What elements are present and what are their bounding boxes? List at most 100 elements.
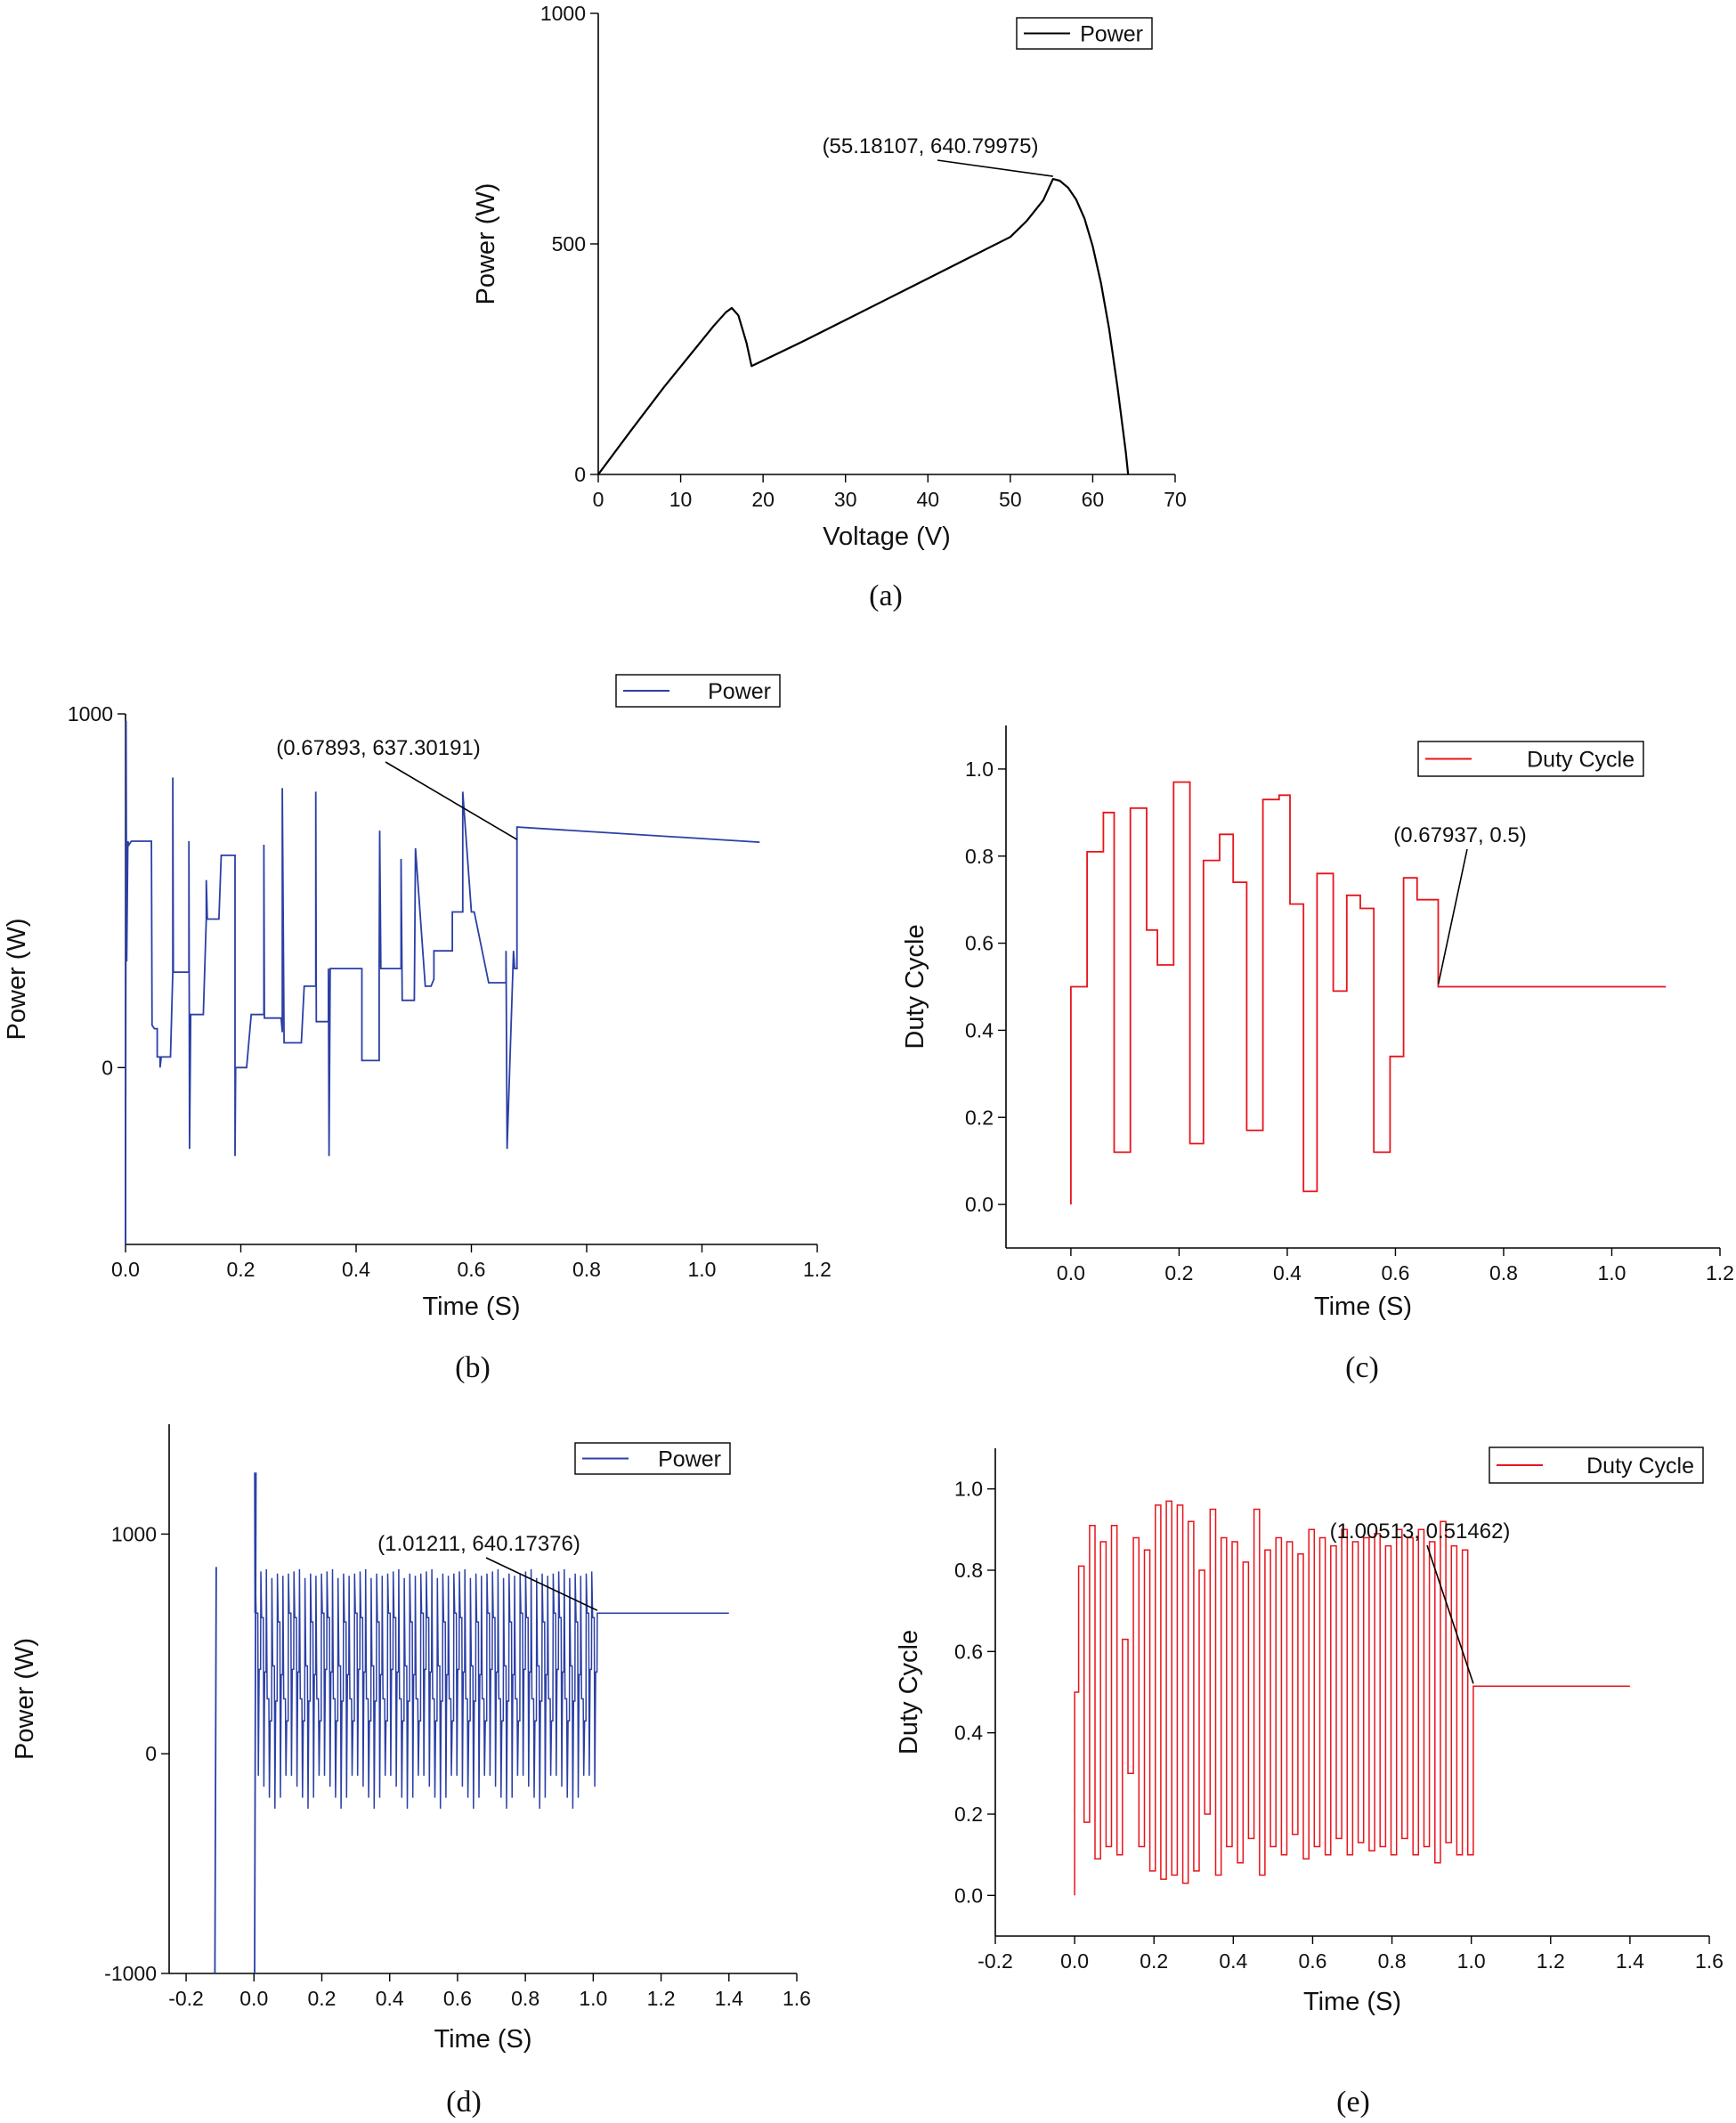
y-tick-label: -1000	[104, 1962, 157, 1985]
x-tick-label: 1.4	[715, 1987, 743, 2010]
series-line-power	[254, 1472, 729, 1809]
x-tick-label: 1.2	[647, 1987, 676, 2010]
legend-label: Power	[658, 1447, 721, 1472]
annotation-label: (1.00513, 0.51462)	[1330, 1519, 1511, 1544]
y-tick-label: 0.2	[954, 1803, 983, 1826]
x-tick-label: 20	[751, 488, 775, 511]
x-tick-label: 0.4	[342, 1258, 370, 1281]
y-axis-title: Duty Cycle	[895, 1630, 923, 1754]
y-tick-label: 1000	[68, 702, 113, 725]
x-tick-label: 0.6	[458, 1258, 486, 1281]
legend-label: Duty Cycle	[1527, 748, 1635, 773]
panel-caption: (a)	[869, 579, 903, 612]
y-tick-label: 1.0	[954, 1478, 983, 1501]
y-tick-label: 0.4	[954, 1722, 983, 1745]
annotation-leader	[485, 1557, 598, 1611]
x-tick-label: 1.6	[1695, 1949, 1724, 1973]
x-tick-label: 30	[834, 488, 857, 511]
panel-a: 0 10 20 30 40 50 60 70 0 500 1000 Voltage (V) Power …	[472, 2, 1187, 612]
x-tick-label: 1.2	[803, 1258, 831, 1281]
x-tick-label: 0.0	[1057, 1261, 1085, 1284]
x-tick-label: 0.2	[1140, 1949, 1168, 1973]
x-axis-title: Time (S)	[422, 1292, 520, 1321]
x-tick-label: 0.4	[1219, 1949, 1247, 1973]
y-axis-title: Power (W)	[3, 919, 31, 1041]
y-tick-label: 0.0	[954, 1884, 983, 1907]
y-tick-label: 0.2	[965, 1106, 994, 1129]
y-tick-label: 0.6	[965, 932, 994, 955]
x-axis-title: Time (S)	[434, 2025, 531, 2054]
y-tick-label: 0	[574, 463, 586, 486]
x-tick-label: 1.2	[1706, 1261, 1734, 1284]
annotation-label: (55.18107, 640.79975)	[823, 134, 1039, 158]
series-line-power	[125, 720, 760, 1245]
panel-c: 0.0 0.2 0.4 0.6 0.8 1.0 1.2 0.0 0.2 0.4 0.6 0.8 1.0 T…	[901, 725, 1734, 1384]
annotation-leader	[1437, 848, 1468, 985]
x-axis-title: Voltage (V)	[823, 523, 950, 551]
y-tick-label: 0.6	[954, 1640, 983, 1663]
x-axis-title: Time (S)	[1314, 1292, 1412, 1321]
y-axis-title: Duty Cycle	[901, 924, 929, 1049]
annotation-label: (0.67893, 637.30191)	[276, 736, 481, 760]
series-line-duty-cycle	[1074, 1500, 1630, 1896]
x-tick-label: -0.2	[168, 1987, 204, 2010]
x-tick-label: 0.8	[572, 1258, 601, 1281]
x-tick-label: 0.6	[1298, 1949, 1326, 1973]
panel-b: 0.0 0.2 0.4 0.6 0.8 1.0 1.2 0 1000 Time (S) Power …	[3, 674, 831, 1384]
x-tick-label: 0.6	[1381, 1261, 1409, 1284]
annotation-leader	[937, 159, 1053, 177]
x-axis-title: Time (S)	[1303, 1988, 1401, 2016]
y-tick-label: 0	[101, 1056, 113, 1079]
x-tick-label: 0.8	[1489, 1261, 1518, 1284]
series-spike	[254, 1472, 257, 1974]
legend-label: Duty Cycle	[1586, 1454, 1694, 1479]
y-tick-label: 1.0	[965, 758, 994, 781]
y-tick-label: 1000	[540, 2, 586, 25]
y-tick-label: 500	[552, 232, 586, 255]
x-tick-label: -0.2	[978, 1949, 1013, 1973]
x-tick-label: 1.0	[1457, 1949, 1486, 1973]
x-tick-label: 0.4	[376, 1987, 404, 2010]
panel-caption: (d)	[446, 2086, 482, 2119]
x-tick-label: 1.0	[1597, 1261, 1626, 1284]
x-tick-label: 0.0	[1060, 1949, 1089, 1973]
x-tick-label: 40	[916, 488, 939, 511]
y-tick-label: 1000	[111, 1522, 157, 1545]
x-tick-label: 1.0	[579, 1987, 607, 2010]
y-tick-label: 0.8	[954, 1559, 983, 1582]
panel-caption: (c)	[1345, 1351, 1379, 1384]
panel-caption: (e)	[1336, 2086, 1370, 2119]
annotation-leader	[385, 761, 518, 840]
y-tick-label: 0.0	[965, 1193, 994, 1216]
x-tick-label: 70	[1164, 488, 1187, 511]
annotation-leader	[1426, 1544, 1474, 1684]
legend-label: Power	[708, 679, 771, 704]
x-tick-label: 10	[669, 488, 693, 511]
x-tick-label: 0.0	[239, 1987, 268, 2010]
x-tick-label: 0.0	[111, 1258, 140, 1281]
x-tick-label: 1.6	[783, 1987, 811, 2010]
y-axis-title: Power (W)	[11, 1638, 39, 1760]
x-tick-label: 0.2	[307, 1987, 336, 2010]
x-tick-label: 0.8	[511, 1987, 539, 2010]
x-tick-label: 0.8	[1378, 1949, 1407, 1973]
x-tick-label: 1.2	[1537, 1949, 1565, 1973]
y-tick-label: 0.8	[965, 845, 994, 868]
panel-e: -0.2 0.0 0.2 0.4 0.6 0.8 1.0 1.2 1.4 1.6 0.0 0.2 0.4…	[895, 1446, 1724, 2119]
x-tick-label: 60	[1082, 488, 1105, 511]
x-tick-label: 1.0	[688, 1258, 717, 1281]
x-tick-label: 0.6	[443, 1987, 472, 2010]
y-tick-label: 0.4	[965, 1018, 994, 1041]
series-line-duty-cycle	[1070, 781, 1667, 1205]
series-line-power	[597, 178, 1130, 475]
y-tick-label: 0	[145, 1742, 157, 1765]
y-axis-title: Power (W)	[472, 183, 500, 305]
annotation-label: (0.67937, 0.5)	[1393, 823, 1526, 847]
x-tick-label: 0	[593, 488, 604, 511]
x-tick-label: 0.4	[1273, 1261, 1302, 1284]
x-tick-label: 50	[999, 488, 1022, 511]
annotation-label: (1.01211, 640.17376)	[377, 1532, 580, 1556]
legend-label: Power	[1080, 22, 1143, 47]
panel-d: -0.2 0.0 0.2 0.4 0.6 0.8 1.0 1.2 1.4 1.6 -1000 0 100…	[11, 1424, 811, 2119]
